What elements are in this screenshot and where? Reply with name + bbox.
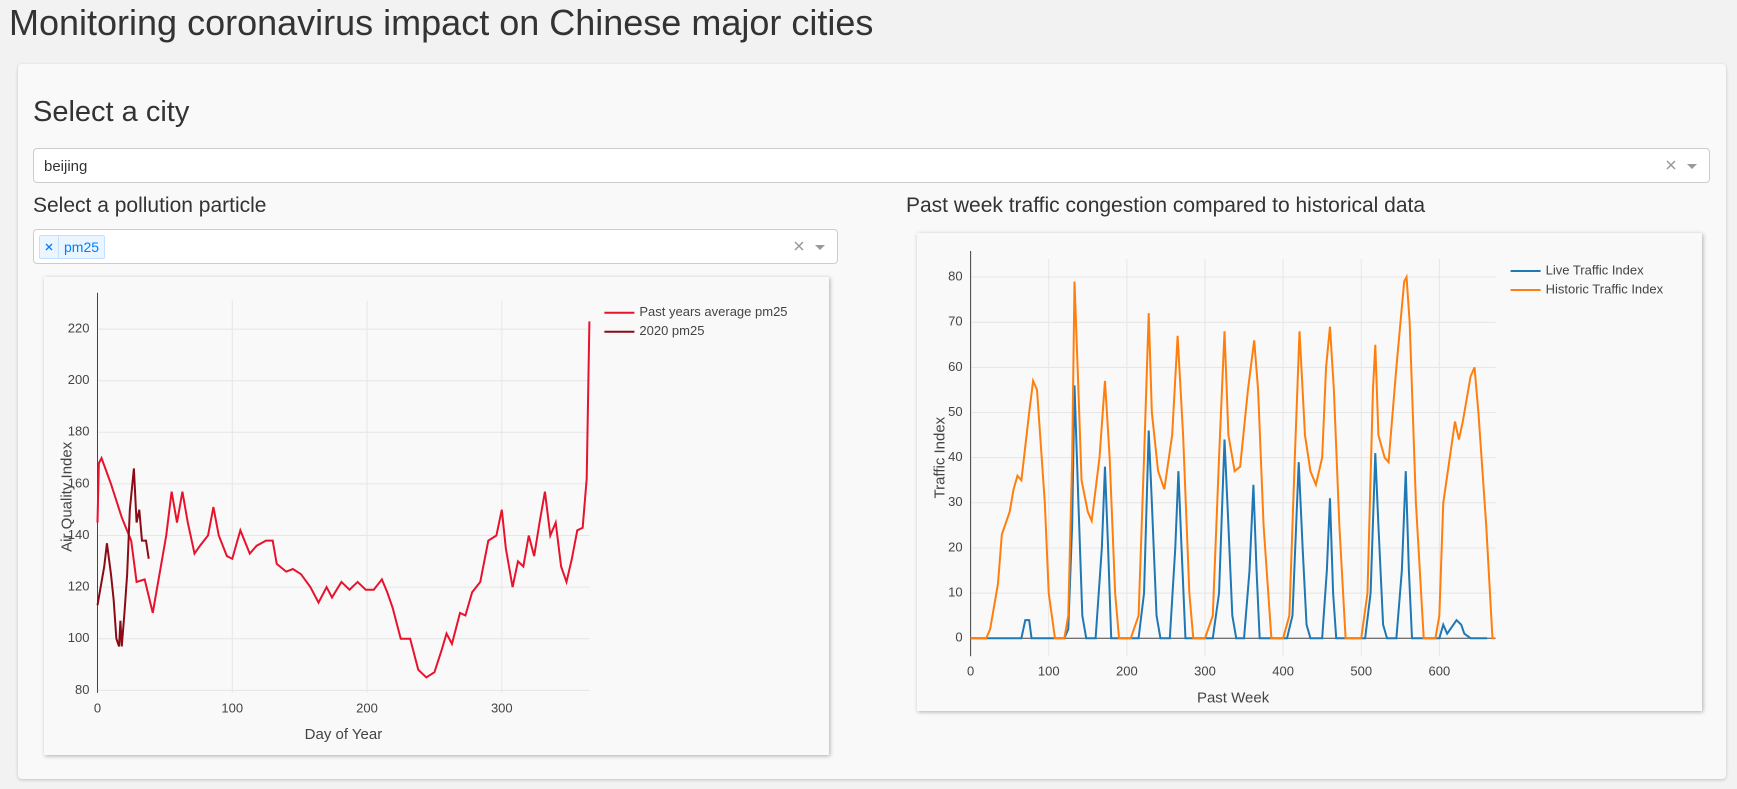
y-tick-label: 0 [955,630,962,645]
y-tick-label: 140 [68,527,90,542]
particle-label: Select a pollution particle [33,194,267,217]
y-tick-label: 30 [948,494,962,509]
y-tick-label: 200 [68,372,90,387]
y-tick-label: 80 [75,682,89,697]
series-line [970,273,1495,640]
legend-label: Historic Traffic Index [1546,281,1664,296]
series-line [970,385,1488,640]
x-tick-label: 100 [221,700,243,715]
city-value: beijing [44,158,88,175]
y-tick-label: 100 [68,630,90,645]
y-axis-title: Air Quality Index [58,441,75,552]
legend-label: Live Traffic Index [1546,262,1645,277]
y-tick-label: 160 [68,475,90,490]
x-tick-label: 200 [356,700,378,715]
legend-label: 2020 pm25 [639,323,704,338]
chart-card [917,233,1702,711]
x-axis-title: Day of Year [305,726,383,743]
x-tick-label: 0 [967,664,974,679]
x-tick-label: 600 [1428,664,1450,679]
dropdown-icons[interactable] [793,240,829,254]
y-tick-label: 180 [68,424,90,439]
y-tick-label: 70 [948,314,962,329]
particle-dropdown[interactable]: pm25 [33,229,838,264]
chart-title: Past week traffic congestion compared to… [906,194,1426,217]
tag-remove[interactable] [40,236,59,258]
series-line [96,468,150,647]
y-tick-label: 220 [68,321,90,336]
page-title: Monitoring coronavirus impact on Chinese… [9,2,874,43]
x-tick-label: 200 [1116,664,1138,679]
y-tick-label: 20 [948,539,962,554]
y-tick-label: 120 [68,579,90,594]
y-tick-label: 40 [948,449,962,464]
series-line [96,321,591,679]
x-tick-label: 100 [1038,664,1060,679]
x-axis-title: Past Week [1197,689,1270,706]
tag-label: pm25 [64,239,100,255]
legend-label: Past years average pm25 [639,304,787,319]
x-tick-label: 0 [94,700,101,715]
y-axis-title: Traffic Index [932,416,949,498]
x-tick-label: 500 [1350,664,1372,679]
particle-tag[interactable]: pm25 [39,235,106,259]
y-tick-label: 10 [948,585,962,600]
city-dropdown[interactable]: beijing [33,148,1710,183]
x-tick-label: 400 [1272,664,1294,679]
city-label: Select a city [33,96,190,128]
y-tick-label: 80 [948,268,962,283]
x-tick-label: 300 [491,700,513,715]
y-tick-label: 50 [948,404,962,419]
dropdown-icons[interactable] [1665,159,1701,173]
chart-card [44,277,829,755]
y-tick-label: 60 [948,359,962,374]
x-tick-label: 300 [1194,664,1216,679]
